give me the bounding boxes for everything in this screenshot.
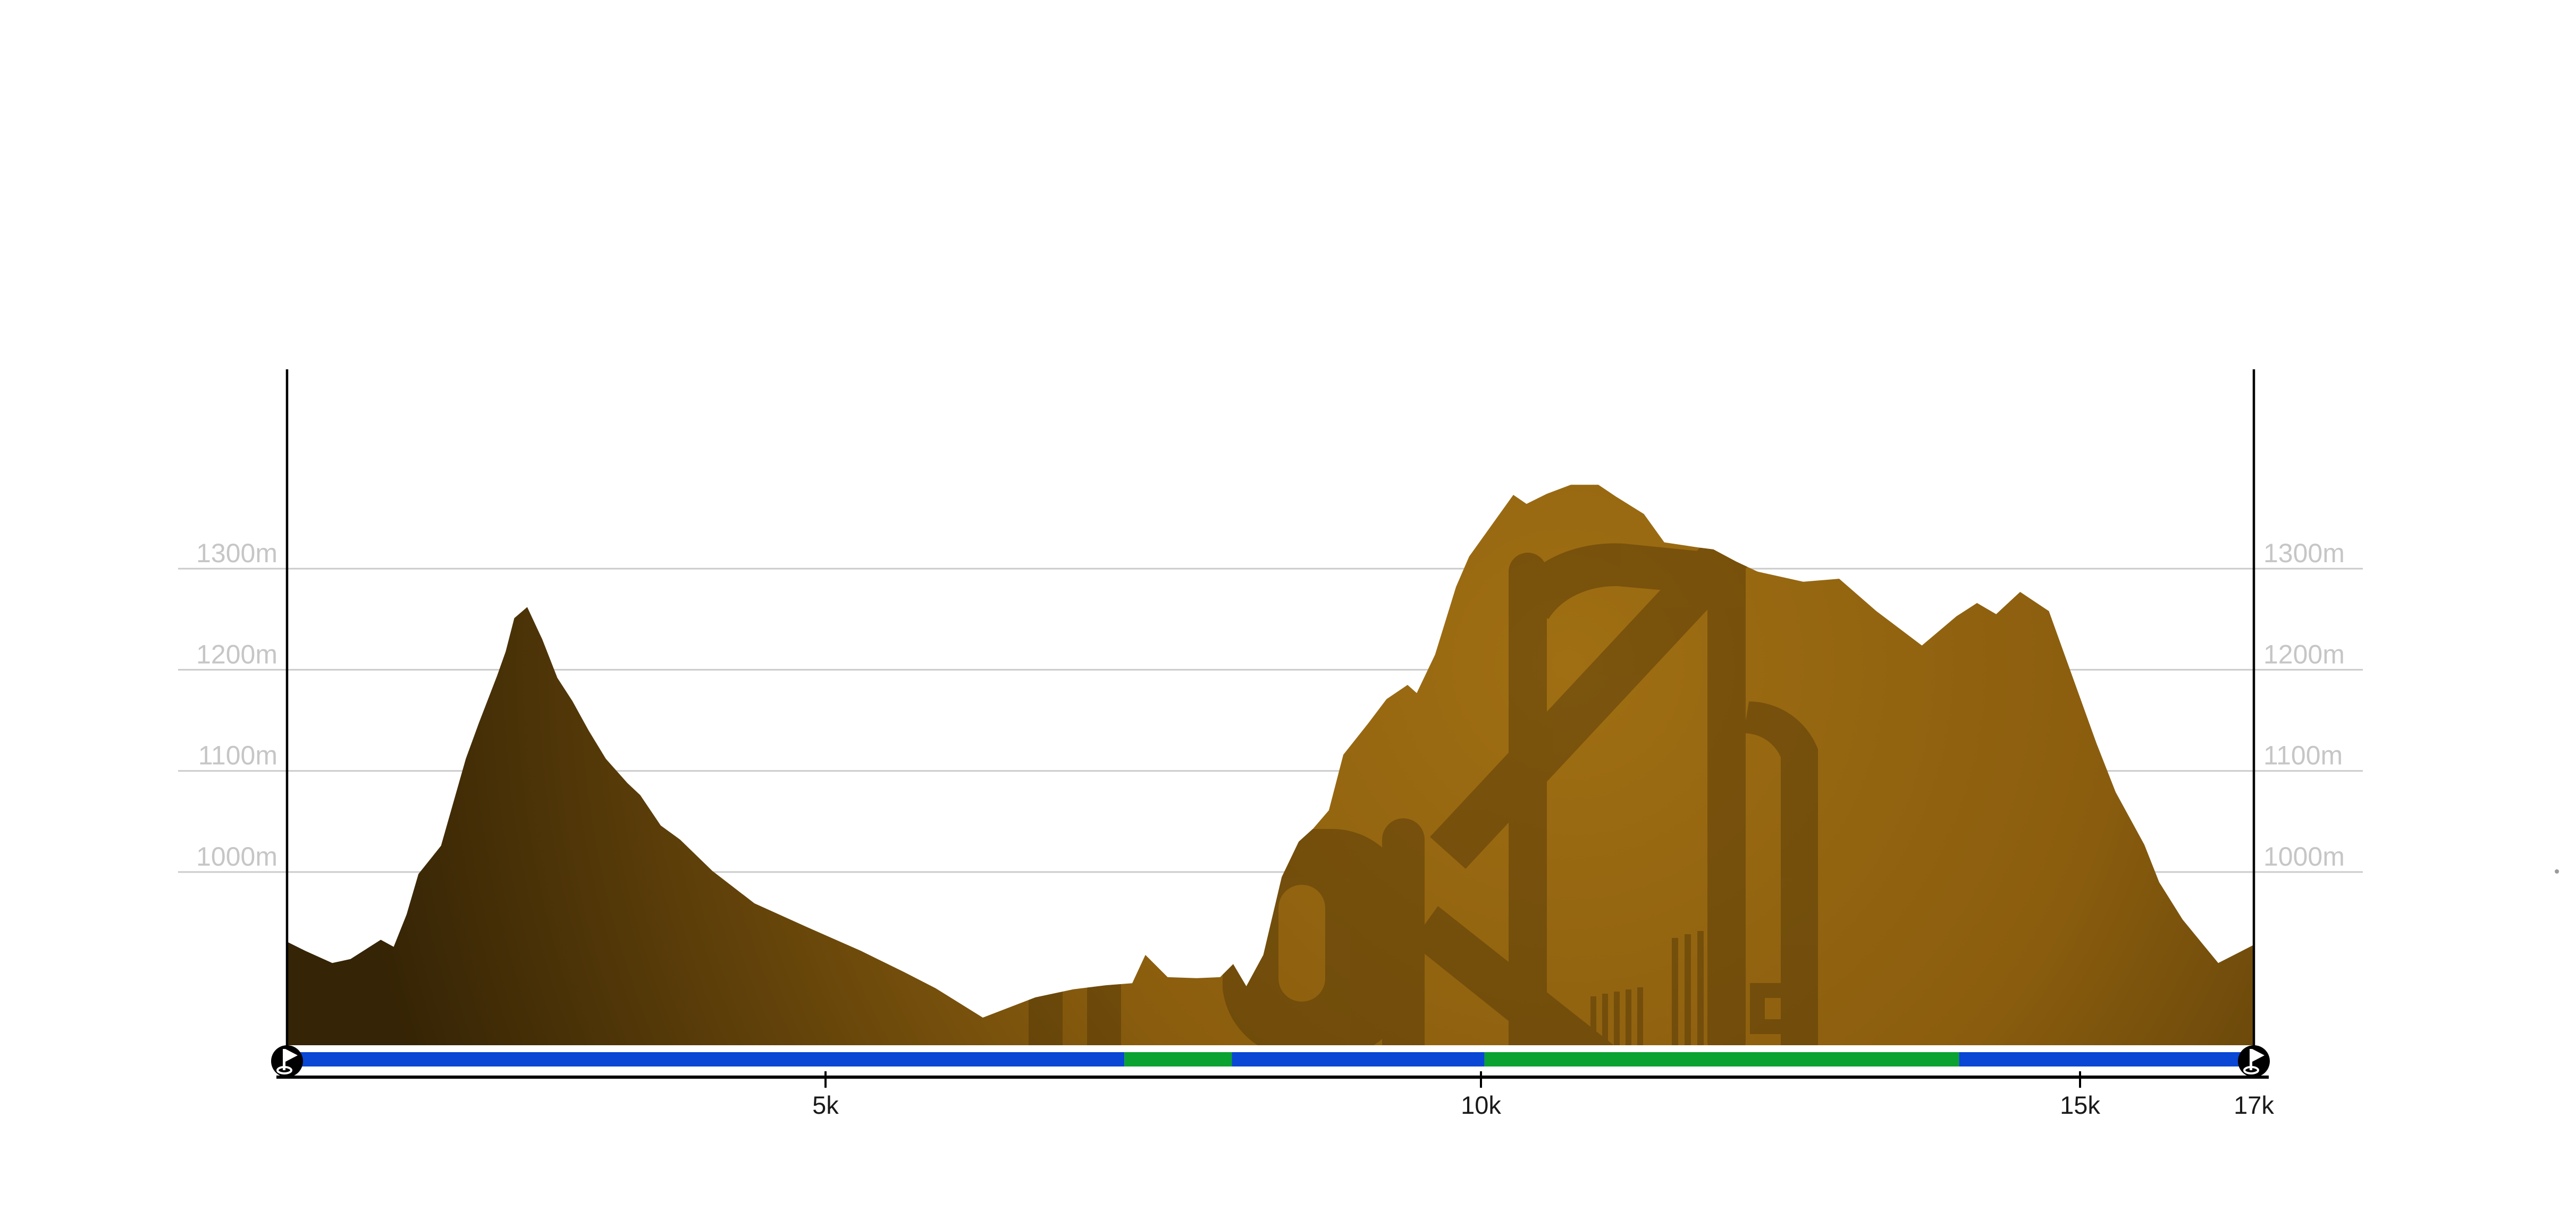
y-axis-label-left: 1300m <box>196 538 277 568</box>
flag-pennant <box>2252 1049 2264 1062</box>
x-tick-label: 5k <box>812 1091 839 1119</box>
x-axis-ticks: 5k 10k 15k 17k <box>812 1071 2274 1119</box>
surface-segment-green <box>1484 1052 1959 1066</box>
surface-segment-blue <box>287 1052 1125 1066</box>
axes <box>276 369 2269 1079</box>
flag-pennant <box>285 1049 298 1062</box>
flag-pole <box>283 1049 285 1070</box>
y-axis-label-right: 1100m <box>2263 741 2343 771</box>
flag-icon <box>276 1049 298 1074</box>
y-axis-label-right: 1200m <box>2263 639 2345 669</box>
flag-base <box>2243 1066 2259 1074</box>
y-axis-label-left: 1000m <box>196 842 277 871</box>
x-tick-label: 17k <box>2234 1091 2274 1119</box>
start-flag-marker[interactable] <box>271 1045 303 1077</box>
surface-segment-blue <box>1232 1052 1485 1066</box>
flag-base <box>276 1066 292 1074</box>
y-axis-label-right: 1300m <box>2263 538 2345 568</box>
y-axis-label-left: 1100m <box>198 741 277 771</box>
watermark-hatch <box>1590 926 1781 1046</box>
flag-pole <box>2250 1049 2252 1070</box>
elevation-area[interactable] <box>287 485 2254 1046</box>
surface-segment-blue <box>1959 1052 2254 1066</box>
surface-type-bar <box>287 1052 2254 1066</box>
y-axis-label-right: 1000m <box>2263 842 2345 871</box>
y-axis-label-left: 1200m <box>196 639 277 669</box>
stray-dot <box>2555 869 2559 874</box>
x-tick-label: 10k <box>1461 1091 1501 1119</box>
flag-icon <box>2243 1049 2264 1074</box>
finish-flag-marker[interactable] <box>2238 1045 2270 1077</box>
y-axis-labels: 1300m 1300m 1200m 1200m 1100m 1100m 1000m 1000m <box>196 538 2345 871</box>
x-tick-label: 15k <box>2060 1091 2100 1119</box>
surface-segment-green <box>1124 1052 1232 1066</box>
route-end-markers <box>271 1045 2270 1077</box>
